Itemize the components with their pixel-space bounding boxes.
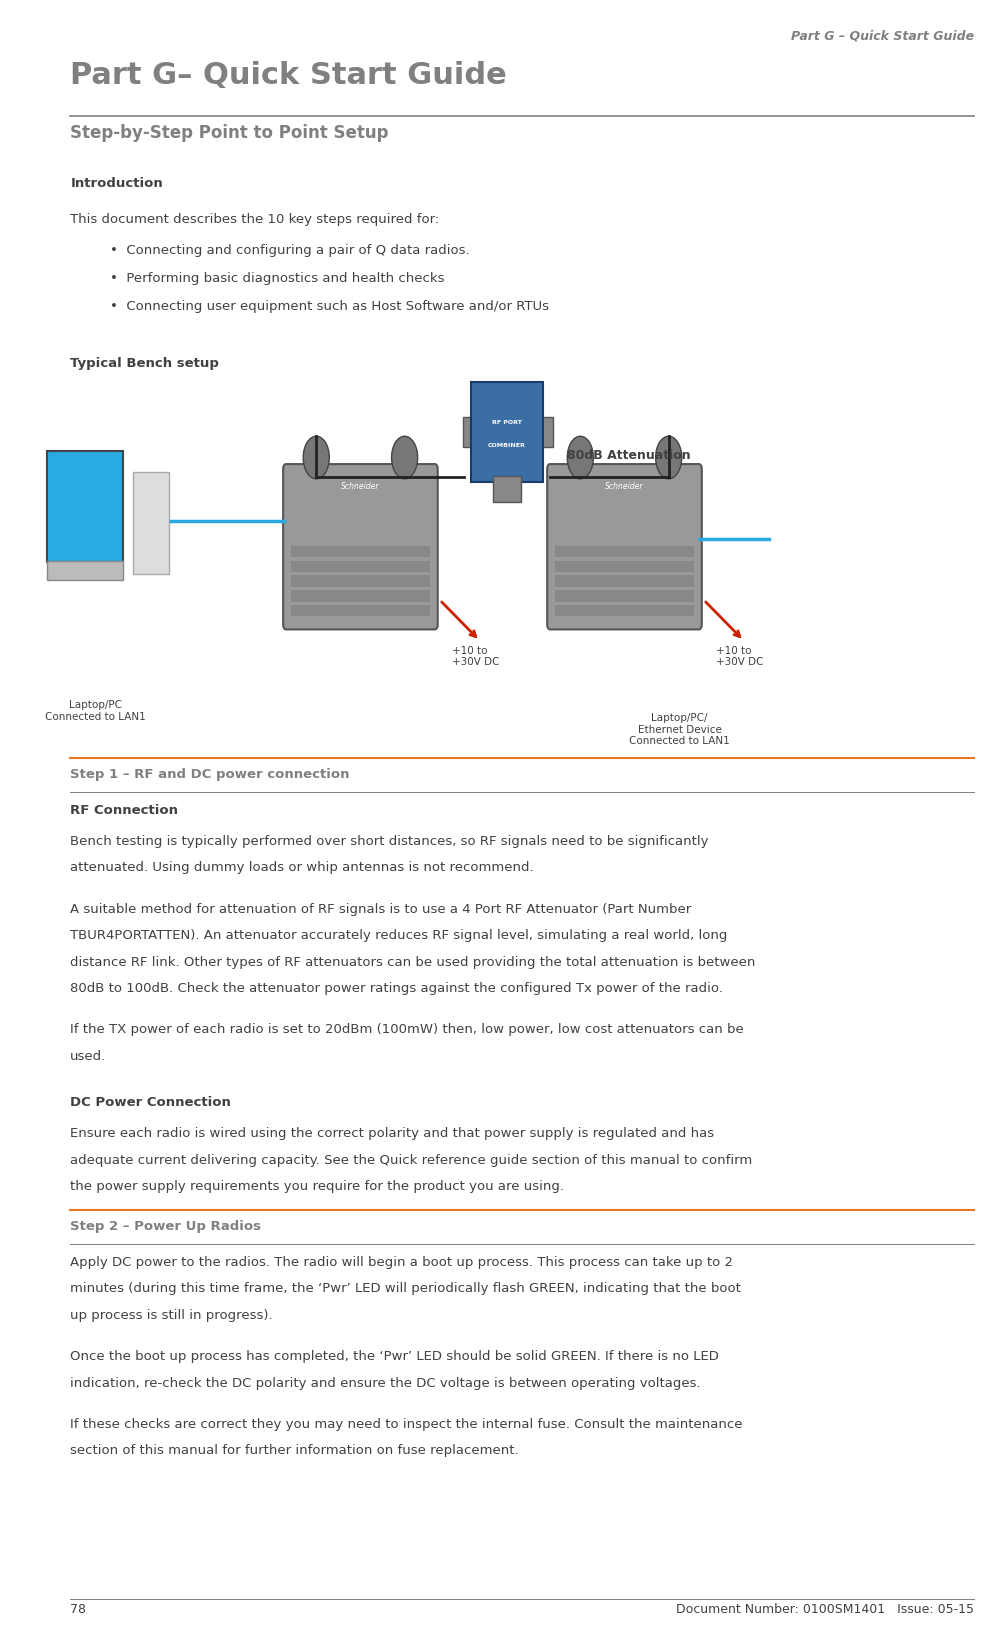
FancyBboxPatch shape (555, 547, 693, 558)
Text: •  Connecting user equipment such as Host Software and/or RTUs: • Connecting user equipment such as Host… (110, 300, 549, 313)
Text: Typical Bench setup: Typical Bench setup (70, 357, 219, 370)
Circle shape (655, 437, 681, 480)
FancyBboxPatch shape (47, 560, 123, 581)
Text: Once the boot up process has completed, the ‘Pwr’ LED should be solid GREEN. If : Once the boot up process has completed, … (70, 1351, 718, 1364)
Text: Laptop/PC
Connected to LAN1: Laptop/PC Connected to LAN1 (45, 701, 145, 722)
Text: Part G– Quick Start Guide: Part G– Quick Start Guide (70, 61, 507, 90)
FancyBboxPatch shape (291, 560, 429, 573)
FancyBboxPatch shape (463, 417, 477, 447)
Text: adequate current delivering capacity. See the Quick reference guide section of t: adequate current delivering capacity. Se… (70, 1154, 752, 1167)
Text: Introduction: Introduction (70, 177, 162, 190)
Text: indication, re-check the DC polarity and ensure the DC voltage is between operat: indication, re-check the DC polarity and… (70, 1377, 700, 1390)
Text: +10 to
+30V DC: +10 to +30V DC (451, 647, 498, 668)
Text: distance RF link. Other types of RF attenuators can be used providing the total : distance RF link. Other types of RF atte… (70, 956, 755, 969)
FancyBboxPatch shape (132, 473, 169, 575)
Text: Part G – Quick Start Guide: Part G – Quick Start Guide (790, 29, 973, 43)
Text: DC Power Connection: DC Power Connection (70, 1097, 231, 1110)
Text: 78: 78 (70, 1603, 86, 1616)
Text: Ensure each radio is wired using the correct polarity and that power supply is r: Ensure each radio is wired using the cor… (70, 1128, 714, 1141)
Text: +10 to
+30V DC: +10 to +30V DC (715, 647, 762, 668)
Text: Step 1 – RF and DC power connection: Step 1 – RF and DC power connection (70, 768, 349, 781)
Text: RF PORT: RF PORT (491, 419, 522, 426)
Text: RF Connection: RF Connection (70, 804, 179, 817)
FancyBboxPatch shape (291, 606, 429, 617)
Text: Laptop/PC/
Ethernet Device
Connected to LAN1: Laptop/PC/ Ethernet Device Connected to … (629, 714, 729, 746)
Text: Schneider: Schneider (605, 483, 643, 491)
FancyBboxPatch shape (471, 383, 542, 483)
Text: COMBINER: COMBINER (487, 442, 526, 449)
Text: This document describes the 10 key steps required for:: This document describes the 10 key steps… (70, 213, 439, 226)
FancyBboxPatch shape (555, 576, 693, 588)
Text: Document Number: 0100SM1401   Issue: 05-15: Document Number: 0100SM1401 Issue: 05-15 (675, 1603, 973, 1616)
Circle shape (567, 437, 593, 480)
FancyBboxPatch shape (555, 591, 693, 602)
FancyBboxPatch shape (47, 450, 123, 563)
FancyBboxPatch shape (555, 560, 693, 573)
FancyBboxPatch shape (291, 547, 429, 558)
FancyBboxPatch shape (555, 606, 693, 617)
FancyBboxPatch shape (291, 576, 429, 588)
FancyBboxPatch shape (492, 476, 521, 503)
Text: minutes (during this time frame, the ‘Pwr’ LED will periodically flash GREEN, in: minutes (during this time frame, the ‘Pw… (70, 1282, 740, 1295)
Text: 80dB to 100dB. Check the attenuator power ratings against the configured Tx powe: 80dB to 100dB. Check the attenuator powe… (70, 982, 722, 995)
Circle shape (391, 437, 417, 480)
Text: section of this manual for further information on fuse replacement.: section of this manual for further infor… (70, 1444, 519, 1457)
Text: Apply DC power to the radios. The radio will begin a boot up process. This proce: Apply DC power to the radios. The radio … (70, 1256, 732, 1269)
Text: •  Connecting and configuring a pair of Q data radios.: • Connecting and configuring a pair of Q… (110, 244, 469, 257)
Text: Step 2 – Power Up Radios: Step 2 – Power Up Radios (70, 1220, 261, 1233)
Text: TBUR4PORTATTEN). An attenuator accurately reduces RF signal level, simulating a : TBUR4PORTATTEN). An attenuator accuratel… (70, 930, 727, 943)
Text: used.: used. (70, 1049, 106, 1062)
Text: •  Performing basic diagnostics and health checks: • Performing basic diagnostics and healt… (110, 272, 444, 285)
Text: the power supply requirements you require for the product you are using.: the power supply requirements you requir… (70, 1180, 564, 1193)
FancyBboxPatch shape (291, 591, 429, 602)
Text: up process is still in progress).: up process is still in progress). (70, 1310, 273, 1323)
Text: Step-by-Step Point to Point Setup: Step-by-Step Point to Point Setup (70, 124, 388, 142)
Text: A suitable method for attenuation of RF signals is to use a 4 Port RF Attenuator: A suitable method for attenuation of RF … (70, 902, 691, 915)
Text: 80dB Attenuation: 80dB Attenuation (567, 450, 690, 462)
FancyBboxPatch shape (547, 465, 701, 630)
Circle shape (303, 437, 329, 480)
FancyBboxPatch shape (283, 465, 437, 630)
Text: If the TX power of each radio is set to 20dBm (100mW) then, low power, low cost : If the TX power of each radio is set to … (70, 1023, 743, 1036)
FancyBboxPatch shape (539, 417, 552, 447)
Text: Schneider: Schneider (341, 483, 379, 491)
Text: attenuated. Using dummy loads or whip antennas is not recommend.: attenuated. Using dummy loads or whip an… (70, 861, 534, 874)
Text: If these checks are correct they you may need to inspect the internal fuse. Cons: If these checks are correct they you may… (70, 1418, 742, 1431)
Text: Bench testing is typically performed over short distances, so RF signals need to: Bench testing is typically performed ove… (70, 835, 708, 848)
